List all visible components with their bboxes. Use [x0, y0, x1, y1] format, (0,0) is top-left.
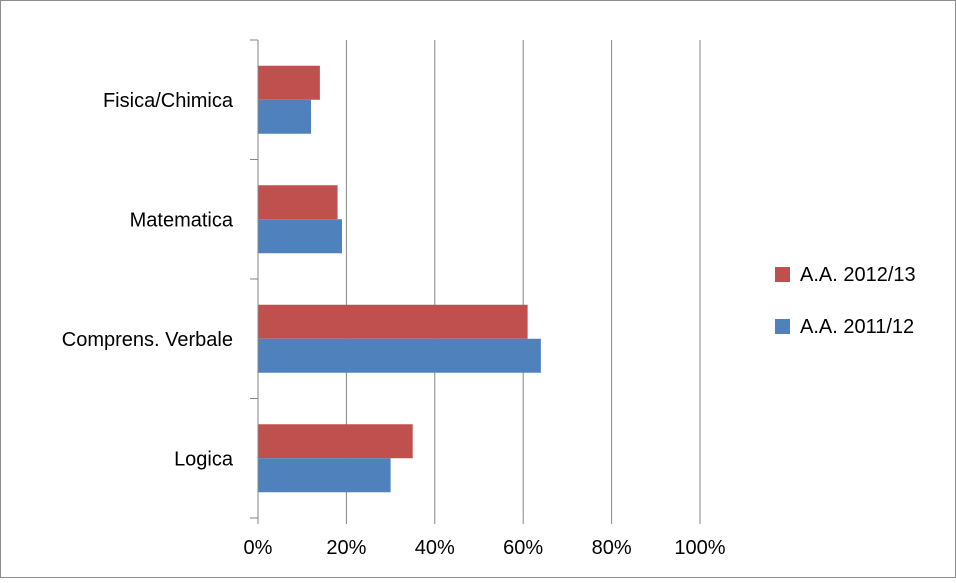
x-tick-label: 20% — [326, 537, 366, 559]
category-label: Comprens. Verbale — [62, 329, 233, 351]
x-tick-label: 60% — [503, 537, 543, 559]
legend-swatch — [775, 319, 790, 334]
category-label: Fisica/Chimica — [103, 90, 234, 112]
bar — [258, 99, 312, 134]
category-label: Matematica — [130, 209, 234, 231]
x-tick-label: 80% — [592, 537, 632, 559]
x-tick-label: 40% — [415, 537, 455, 559]
axes: 0% 20% 40% 60% 80% 100% Fisica/Chimica Matemati… — [62, 39, 726, 559]
legend: A.A. 2012/13 A.A. 2011/12 — [775, 264, 916, 338]
bar — [258, 424, 413, 459]
legend-label: A.A. 2011/12 — [800, 316, 914, 338]
bar — [258, 304, 528, 339]
bar — [258, 458, 391, 493]
bar — [258, 338, 541, 373]
bars — [258, 65, 541, 493]
bar — [258, 65, 320, 100]
bar — [258, 185, 338, 220]
x-tick-label: 100% — [674, 537, 725, 559]
x-tick-label: 0% — [244, 537, 273, 559]
bar — [258, 219, 342, 254]
category-label: Logica — [174, 448, 234, 470]
legend-swatch — [775, 267, 790, 282]
legend-label: A.A. 2012/13 — [800, 264, 916, 286]
